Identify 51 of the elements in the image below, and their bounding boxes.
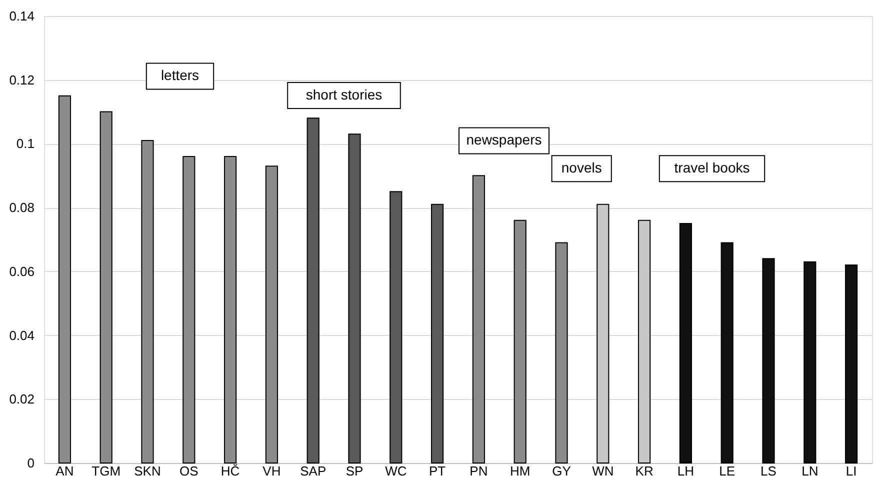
bar	[845, 264, 858, 464]
annotation: letters	[160, 67, 200, 84]
bar	[182, 156, 196, 464]
x-tick-label: GY	[552, 464, 572, 478]
x-tick-label: KR	[635, 464, 654, 478]
annotation: newspapers	[466, 132, 542, 148]
bar	[306, 118, 320, 464]
bar	[141, 140, 154, 464]
annotation: short stories	[306, 86, 382, 103]
y-tick-label: 0.12	[9, 72, 34, 88]
bar	[348, 134, 361, 464]
x-tick-label: TGM	[92, 464, 121, 478]
bar	[390, 191, 402, 464]
x-tick-label: AN	[56, 464, 74, 478]
bar	[100, 111, 112, 464]
x-tick-label: LE	[719, 464, 736, 478]
x-tick-label: HM	[510, 464, 530, 478]
annotation: travel books	[674, 160, 750, 176]
x-tick-label: VH	[262, 464, 281, 478]
x-tick-label: OS	[180, 464, 199, 478]
y-tick-label: 0.14	[9, 8, 34, 24]
bar	[514, 220, 526, 464]
bar	[679, 223, 692, 464]
x-tick-label: WN	[592, 464, 614, 478]
bar	[224, 156, 237, 464]
y-tick-label: 0.02	[9, 392, 34, 407]
x-tick-label: WC	[385, 464, 407, 478]
x-tick-label: LI	[846, 464, 857, 478]
x-tick-label: PT	[428, 464, 446, 478]
bar	[58, 95, 71, 464]
x-tick-label: HČ	[220, 464, 240, 478]
x-tick-label: LH	[677, 464, 694, 478]
annotation: novels	[561, 160, 602, 176]
y-tick-label: 0.04	[9, 328, 34, 343]
x-tick-label: SP	[346, 464, 364, 478]
y-tick-label: 0.1	[16, 136, 34, 152]
y-tick-label: 0	[27, 456, 34, 470]
bar	[762, 258, 775, 464]
y-tick-label: 0.08	[9, 200, 34, 216]
x-tick-label: LS	[760, 464, 777, 478]
x-tick-label: PN	[470, 464, 488, 478]
y-tick-label: 0.06	[9, 264, 34, 279]
bar	[555, 242, 568, 464]
x-tick-label: SAP	[300, 464, 326, 478]
bar	[431, 204, 444, 464]
bar	[804, 261, 816, 464]
bar	[720, 242, 734, 464]
bar	[472, 175, 485, 464]
x-tick-label: SKN	[134, 464, 161, 478]
x-tick-label: LN	[802, 464, 818, 478]
bar	[265, 166, 278, 464]
